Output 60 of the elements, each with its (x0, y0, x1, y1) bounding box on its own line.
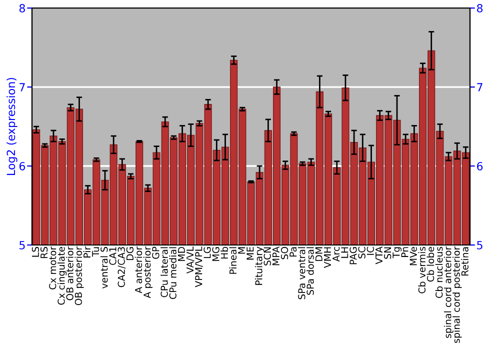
x-tick-label: MVe (410, 246, 417, 266)
x-tick-label: SPa ventral (298, 247, 306, 300)
x-tick-label: Arc (332, 246, 340, 262)
x-tick-label: Pa (290, 247, 297, 257)
x-tick-label: A posterior (143, 246, 153, 298)
y-tick-label: 8 (19, 4, 25, 12)
x-tick-label: IC (366, 246, 374, 255)
x-tick-label: Pn (401, 247, 408, 257)
x-tick-label: Pir (83, 246, 90, 258)
x-tick-label: PAG (350, 247, 357, 264)
x-tick-label: Cx cingulate (57, 246, 67, 305)
x-tick-label: A anterior (134, 246, 142, 294)
x-tick-label: spinal cord anterior (444, 246, 454, 338)
x-tick-label: ME (246, 246, 254, 260)
x-tick-label: SCN (264, 247, 271, 266)
x-tick-label: Pineal (229, 247, 237, 274)
x-tick-label: SC (358, 246, 366, 258)
x-tick-label: M (238, 247, 246, 254)
x-tick-label: CA2/CA3 (118, 247, 126, 288)
y-tick-label: 7 (20, 83, 25, 92)
x-tick-label: CA1 (109, 247, 116, 265)
x-tick-label: LH (341, 247, 348, 258)
x-tick-label: DG (126, 247, 134, 260)
x-tick-label: MPA (272, 246, 280, 266)
y2-tick-label: 8 (477, 4, 483, 12)
x-tick-label: CPu lateral (160, 247, 168, 298)
x-tick-label: VA/VL (186, 246, 194, 274)
x-tick-label: OB posterior (74, 246, 84, 306)
x-tick-label: Tu (92, 247, 100, 257)
x-tick-label: ventral S (100, 246, 108, 288)
y2-tick-label: 5 (477, 241, 482, 250)
y2-tick-label: 6 (477, 162, 483, 170)
y2-tick-label: 7 (477, 83, 482, 92)
x-tick-label: Tg (392, 247, 402, 258)
x-tick-label: Hb (220, 246, 228, 259)
x-tick-label: Cx motor (49, 246, 56, 290)
x-tick-label: SN (384, 247, 392, 259)
x-tick-label: RS (40, 246, 48, 258)
x-tick-label: Cb vermis (418, 246, 426, 294)
x-tick-label: GP (152, 246, 160, 259)
x-tick-label: OB anterior (66, 246, 74, 300)
x-tick-label: Cb lobe (426, 246, 434, 282)
x-tick-label: Pituitary (255, 246, 264, 285)
x-tick-label: LS (32, 246, 40, 257)
x-tick-label: MD (178, 246, 185, 261)
x-tick-label: spinal cord posterior (452, 246, 462, 343)
y-tick-label: 5 (20, 241, 25, 250)
y-axis-title: Log2 (expression) (6, 78, 18, 175)
x-tick-label: VMH (324, 247, 331, 268)
x-tick-label: SPa dorsal (306, 247, 314, 295)
x-tick-label: DM (315, 247, 322, 261)
x-tick-label: Retina (461, 247, 468, 276)
x-tick-label: LG (204, 247, 211, 258)
x-tick-label: SO (280, 246, 288, 260)
x-tick-label: MG (212, 247, 220, 261)
y-tick-label: 6 (19, 162, 26, 170)
x-tick-label: Cb nucleus (435, 246, 443, 298)
x-tick-label: VPM/VPL (195, 246, 203, 288)
x-tick-label: VTA (376, 246, 382, 264)
x-tick-label: CPu medial (169, 247, 176, 300)
